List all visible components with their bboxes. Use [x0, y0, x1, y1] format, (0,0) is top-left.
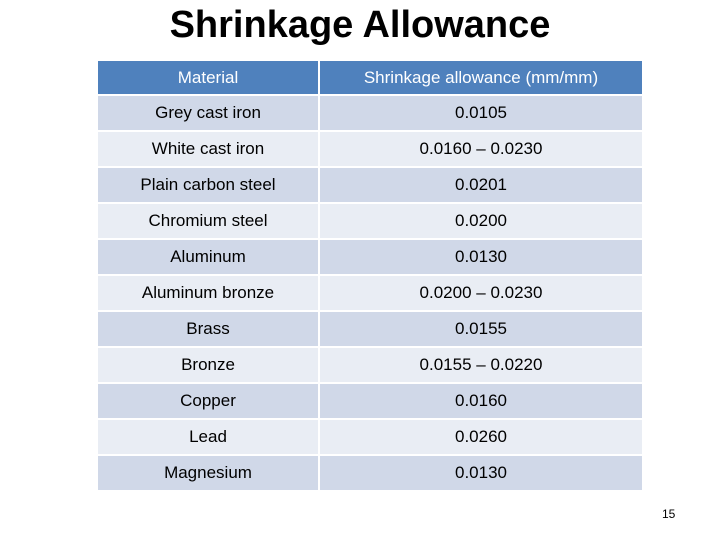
material-cell: Brass [96, 310, 320, 348]
column-header: Shrinkage allowance (mm/mm) [318, 59, 644, 96]
material-cell: Lead [96, 418, 320, 456]
table-row: Copper 0.0160 [96, 382, 644, 420]
column-header: Material [96, 59, 320, 96]
table-row: Aluminum bronze 0.0200 – 0.0230 [96, 274, 644, 312]
material-cell: Bronze [96, 346, 320, 384]
table-row: Aluminum 0.0130 [96, 238, 644, 276]
allowance-cell: 0.0155 [318, 310, 644, 348]
material-cell: Grey cast iron [96, 94, 320, 132]
header-row: Material Shrinkage allowance (mm/mm) [96, 59, 644, 96]
table-body: Grey cast iron 0.0105 White cast iron 0.016… [96, 94, 644, 492]
material-cell: Aluminum [96, 238, 320, 276]
allowance-cell: 0.0160 – 0.0230 [318, 130, 644, 168]
slide-title: Shrinkage Allowance [169, 4, 551, 46]
table-row: Lead 0.0260 [96, 418, 644, 456]
allowance-cell: 0.0155 – 0.0220 [318, 346, 644, 384]
table-head: Material Shrinkage allowance (mm/mm) [96, 59, 644, 96]
allowance-cell: 0.0130 [318, 454, 644, 492]
allowance-cell: 0.0130 [318, 238, 644, 276]
material-cell: Aluminum bronze [96, 274, 320, 312]
table-row: Grey cast iron 0.0105 [96, 94, 644, 132]
page-number: 15 [662, 507, 676, 521]
allowance-cell: 0.0105 [318, 94, 644, 132]
material-cell: Chromium steel [96, 202, 320, 240]
table-row: Plain carbon steel 0.0201 [96, 166, 644, 204]
table-row: Brass 0.0155 [96, 310, 644, 348]
allowance-cell: 0.0201 [318, 166, 644, 204]
material-cell: White cast iron [96, 130, 320, 168]
table-row: Bronze 0.0155 – 0.0220 [96, 346, 644, 384]
material-cell: Magnesium [96, 454, 320, 492]
table-row: Chromium steel 0.0200 [96, 202, 644, 240]
table-row: White cast iron 0.0160 – 0.0230 [96, 130, 644, 168]
allowance-cell: 0.0260 [318, 418, 644, 456]
material-cell: Plain carbon steel [96, 166, 320, 204]
allowance-cell: 0.0160 [318, 382, 644, 420]
table-row: Magnesium 0.0130 [96, 454, 644, 492]
allowance-cell: 0.0200 – 0.0230 [318, 274, 644, 312]
allowance-cell: 0.0200 [318, 202, 644, 240]
material-cell: Copper [96, 382, 320, 420]
shrinkage-table: Material Shrinkage allowance (mm/mm) Grey… [96, 59, 644, 492]
